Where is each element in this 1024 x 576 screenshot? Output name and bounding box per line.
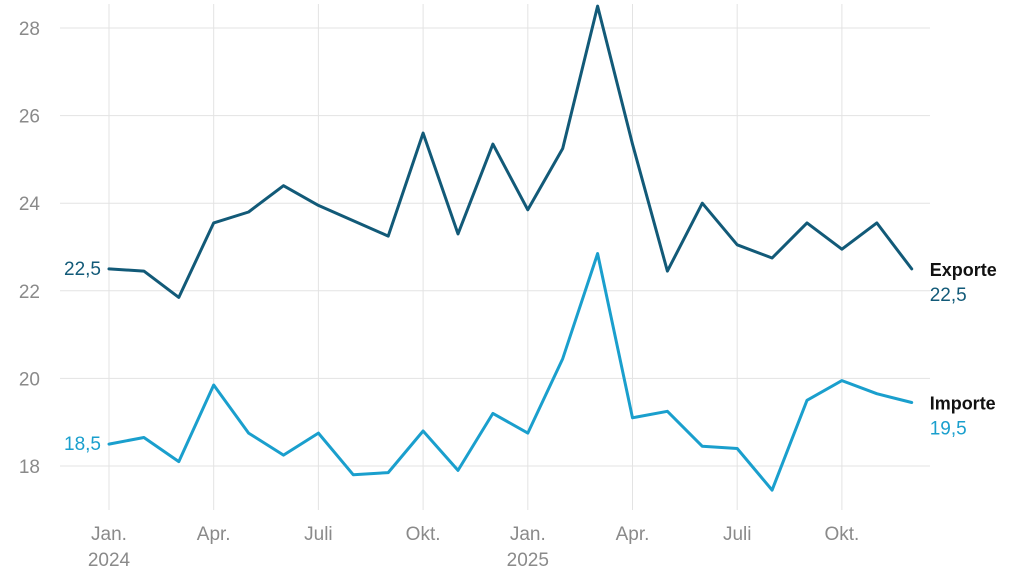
series-start-label: 22,5 xyxy=(64,259,101,280)
x-tick-label: Apr. xyxy=(197,524,231,545)
series-labels: 22,5 Exporte 22,5 18,5 Importe 19,5 xyxy=(64,259,997,455)
x-tick-label: Apr. xyxy=(616,524,650,545)
series-group xyxy=(107,4,914,492)
series-line-exporte xyxy=(107,4,914,299)
x-tick-label: Juli xyxy=(723,524,752,545)
x-tick-label: Jan. xyxy=(510,524,546,545)
series-name-label: Importe xyxy=(930,393,996,413)
grid xyxy=(60,4,930,510)
series-start-label: 18,5 xyxy=(64,434,101,455)
y-tick-label: 18 xyxy=(19,457,40,478)
y-tick-label: 28 xyxy=(19,19,40,40)
y-tick-label: 26 xyxy=(19,107,40,128)
x-axis-ticks: Jan. 2024 Apr. Juli Okt. Jan. 2025 Apr. Juli Okt. xyxy=(88,524,859,571)
series-end-value-label: 22,5 xyxy=(930,285,967,306)
series-line-importe xyxy=(107,252,914,492)
series-name-label: Exporte xyxy=(930,260,997,280)
y-axis-ticks: 18 20 22 24 26 28 xyxy=(19,19,41,478)
x-tick-year-label: 2024 xyxy=(88,550,131,571)
series-end-value-label: 19,5 xyxy=(930,418,967,439)
x-tick-label: Juli xyxy=(304,524,333,545)
x-tick-label: Jan. xyxy=(91,524,127,545)
x-tick-label: Okt. xyxy=(406,524,441,545)
y-tick-label: 20 xyxy=(19,369,40,390)
x-tick-label: Okt. xyxy=(824,524,859,545)
y-tick-label: 24 xyxy=(19,194,41,215)
x-tick-year-label: 2025 xyxy=(507,550,549,571)
y-tick-label: 22 xyxy=(19,282,40,303)
